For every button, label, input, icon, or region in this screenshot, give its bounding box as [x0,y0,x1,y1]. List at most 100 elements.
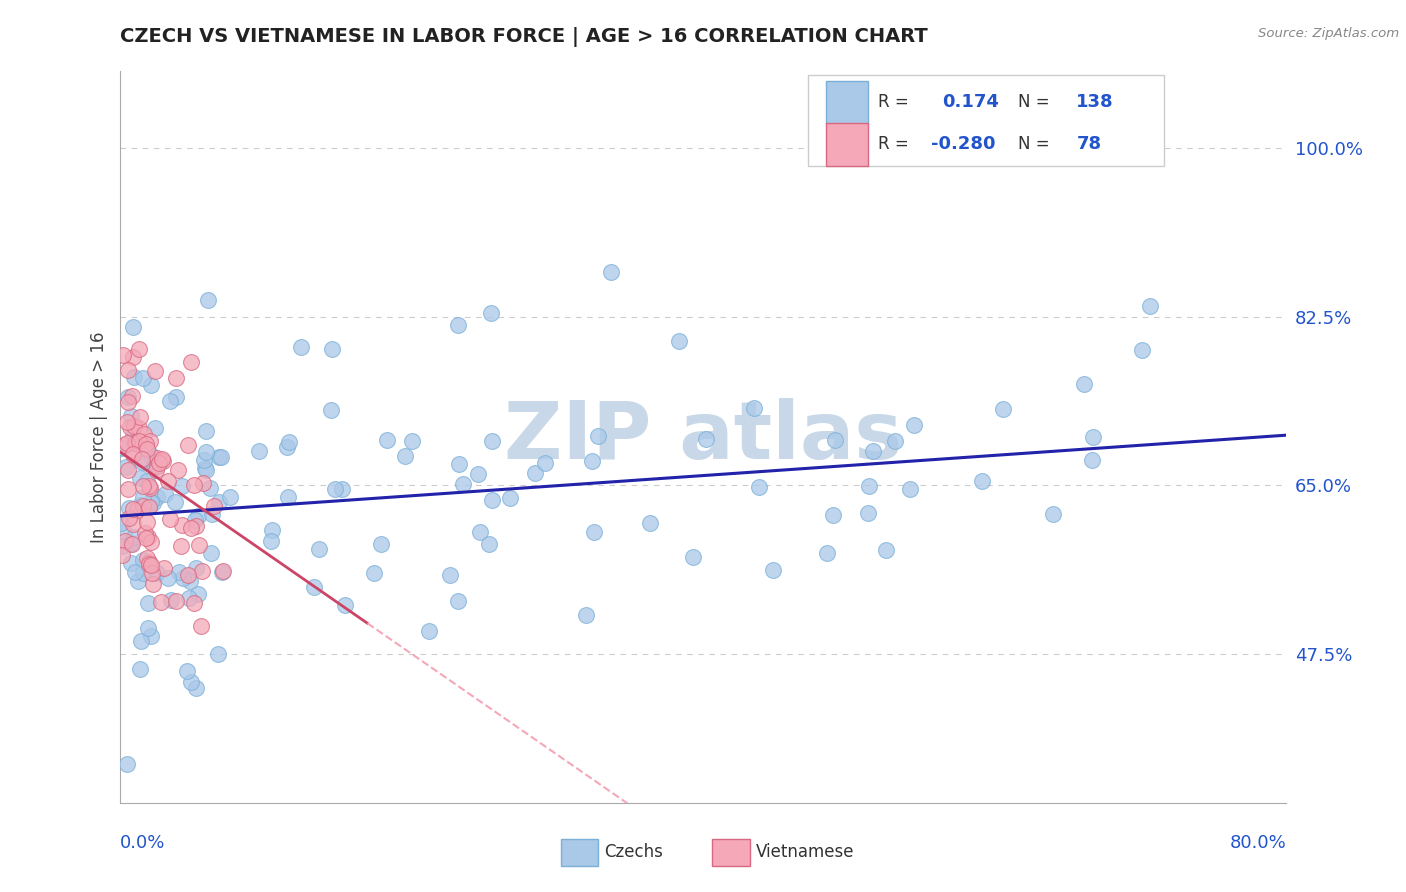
Point [277,490,299,504]
Point [183,478,205,492]
Point [132,371,155,385]
Point [135,475,157,489]
Point [599,264,621,278]
Point [1139,299,1161,313]
Point [159,393,181,408]
Text: 0.174: 0.174 [942,94,1000,112]
Point [668,334,690,348]
Point [117,462,139,476]
Text: Vietnamese: Vietnamese [755,843,853,861]
Point [120,536,142,550]
Point [176,665,198,679]
Point [481,434,503,448]
Point [179,591,201,605]
Point [165,390,187,404]
Point [363,566,385,581]
Text: R =: R = [877,94,908,112]
Point [128,434,150,448]
Point [186,681,208,695]
Point [858,479,880,493]
Point [134,426,156,441]
Point [682,550,704,565]
Point [122,319,145,334]
Point [122,530,145,544]
Point [191,476,214,491]
Point [131,451,153,466]
Point [875,542,897,557]
Point [150,451,173,466]
Point [180,675,202,690]
Point [139,535,162,549]
Point [152,454,174,468]
Point [155,487,177,501]
Point [143,421,166,435]
Point [139,434,162,448]
Point [575,608,598,623]
Point [125,435,148,450]
Point [139,482,162,496]
Point [169,565,191,579]
Point [141,378,163,392]
Text: 0.0%: 0.0% [120,834,165,852]
Point [762,563,785,577]
Point [141,558,163,572]
Point [132,566,155,580]
Point [180,355,202,369]
Point [208,494,231,508]
Point [187,587,209,601]
Point [172,518,194,533]
Point [138,500,160,515]
Point [201,507,224,521]
Point [468,525,491,540]
Point [143,364,166,378]
Point [165,495,187,509]
Point [124,565,146,579]
Point [219,490,242,504]
Point [121,502,143,516]
Point [202,499,225,513]
Point [120,537,142,551]
Point [195,463,218,477]
Point [143,458,166,473]
Point [135,437,157,451]
Point [588,429,610,443]
Point [260,534,283,549]
Point [121,409,143,423]
Point [447,318,470,332]
Point [118,510,141,524]
Point [148,456,170,470]
Point [156,475,179,489]
Point [138,478,160,492]
Point [302,580,325,594]
Point [121,537,143,551]
Point [824,433,846,447]
Point [131,455,153,469]
Point [467,467,489,481]
Point [194,461,217,475]
Point [197,293,219,307]
Point [135,515,157,529]
Point [198,481,221,495]
Point [146,458,169,473]
Point [124,419,146,434]
Point [262,523,284,537]
Point [121,389,143,403]
Point [129,498,152,512]
Point [1130,343,1153,357]
Point [1080,453,1102,467]
Point [121,447,143,461]
Point [146,490,169,504]
Point [186,560,208,574]
Y-axis label: In Labor Force | Age > 16: In Labor Force | Age > 16 [90,331,108,543]
Point [903,417,925,432]
Point [200,546,222,560]
Point [190,565,212,579]
Point [898,482,921,496]
Point [195,424,218,438]
Point [136,442,159,456]
Point [193,453,215,467]
Point [401,434,423,448]
Point [125,503,148,517]
Point [153,561,176,575]
Point [118,500,141,515]
